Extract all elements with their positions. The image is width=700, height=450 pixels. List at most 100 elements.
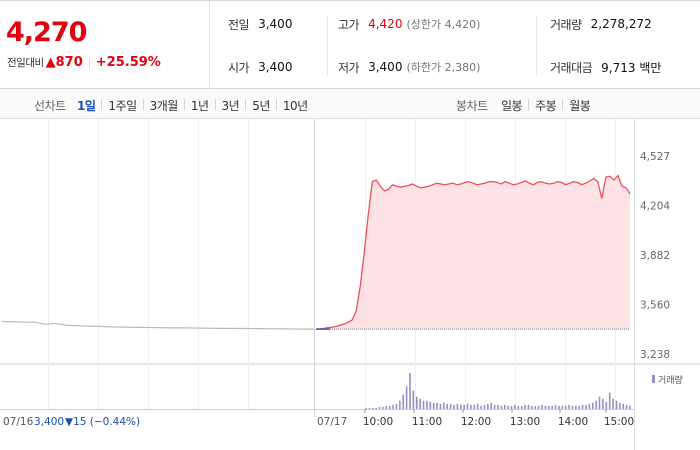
- x-tick-label: 11:00: [412, 416, 442, 428]
- volume-bar: [564, 405, 567, 409]
- volume-bar: [517, 405, 520, 409]
- volume-bar: [490, 402, 493, 409]
- volume-bar: [514, 404, 516, 409]
- candle-tab-1[interactable]: 주봉: [535, 99, 557, 113]
- high-value: 4,420: [368, 17, 403, 31]
- x-tick-label: 12:00: [461, 416, 491, 428]
- period-tab-1[interactable]: 1주일: [108, 99, 137, 113]
- volume-cell: 거래량 2,278,272: [550, 16, 652, 32]
- period-tab-6[interactable]: 10년: [282, 99, 308, 113]
- period-tab-4[interactable]: 3년: [221, 99, 240, 113]
- amount-label: 거래대금: [550, 60, 593, 75]
- volume-bar: [537, 405, 540, 409]
- volume-bar: [588, 403, 591, 409]
- volume-bar: [534, 405, 537, 409]
- divider: [101, 99, 103, 110]
- chart-toolbar: 선차트 1일 1주일 3개월 1년 3년 5년 10년 봉차트 일봉 주봉 월봉: [0, 89, 700, 119]
- volume-bar: [571, 405, 574, 409]
- volume-bar: [432, 402, 435, 409]
- volume-bar: [608, 392, 611, 409]
- high-cell: 고가 4,420 (상한가 4,420): [338, 16, 480, 32]
- volume-bar: [422, 400, 425, 409]
- volume-bar: [466, 403, 469, 409]
- volume-bar: [497, 404, 499, 409]
- volume-bar: [629, 405, 631, 409]
- volume-legend-label: 거래량: [658, 374, 683, 386]
- amount-cell: 거래대금 9,713 백만: [550, 59, 661, 75]
- volume-value: 2,278,272: [590, 17, 652, 31]
- volume-bar: [602, 398, 604, 409]
- period-tab-0[interactable]: 1일: [77, 99, 96, 113]
- period-tab-5[interactable]: 5년: [252, 99, 270, 113]
- volume-bar: [487, 403, 489, 409]
- volume-legend-swatch: [652, 375, 655, 383]
- volume-bar: [500, 405, 503, 409]
- divider: [214, 99, 216, 110]
- candle-chart-label: 봉차트: [456, 99, 488, 113]
- volume-label: 거래량: [550, 17, 582, 32]
- x-tick-label: 15:00: [604, 416, 634, 428]
- amount-value: 9,713 백만: [601, 60, 662, 75]
- low-value: 3,400: [368, 60, 403, 74]
- period-tab-2[interactable]: 3개월: [149, 99, 179, 113]
- volume-bar: [544, 405, 547, 409]
- volume-bar: [622, 403, 625, 409]
- volume-bar: [399, 400, 401, 409]
- volume-bar: [520, 405, 523, 409]
- divider: [536, 15, 537, 75]
- change-label: 전일대비: [7, 57, 44, 69]
- prev-close-cell: 전일 3,400: [228, 16, 292, 32]
- volume-bar: [507, 405, 509, 409]
- volume-bar: [591, 402, 594, 409]
- volume-bar: [558, 405, 560, 409]
- volume-bar: [531, 405, 533, 409]
- volume-bar: [554, 404, 557, 409]
- volume-bar: [575, 405, 577, 409]
- prev-day-line: [1, 320, 314, 330]
- volume-bar: [463, 404, 465, 409]
- volume-bar: [585, 404, 587, 409]
- volume-bar: [619, 402, 621, 409]
- volume-bar: [378, 406, 381, 409]
- volume-bar: [493, 404, 496, 409]
- volume-bar: [547, 405, 550, 409]
- volume-bar: [388, 405, 391, 409]
- volume-bar: [409, 373, 411, 409]
- volume-bar: [419, 398, 421, 409]
- price-chart: 4,527 4,204 3,882 3,560 3,238 거래량 07/16 3,400 ▼1…: [0, 119, 700, 450]
- divider: [327, 15, 328, 75]
- today-date: 07/17: [317, 416, 347, 428]
- prev-day-date: 07/16: [3, 416, 34, 428]
- volume-bar: [524, 404, 526, 409]
- current-price: 4,270: [6, 17, 87, 48]
- prev-close-value: 3,400: [258, 17, 293, 31]
- y-tick-label: 3,238: [640, 349, 670, 361]
- low-label: 저가: [338, 60, 360, 75]
- volume-bar: [371, 407, 374, 409]
- today-area: [316, 175, 630, 330]
- change-value: 870: [55, 55, 83, 70]
- open-label: 시가: [228, 60, 250, 75]
- x-tick-label: 13:00: [510, 416, 540, 428]
- volume-bar: [405, 386, 408, 409]
- candle-tab-2[interactable]: 월봉: [569, 99, 591, 113]
- divider: [562, 99, 564, 110]
- divider: [142, 99, 144, 110]
- candle-tab-0[interactable]: 일봉: [501, 99, 523, 113]
- price-box: 4,270 전일대비 ▲ 870 +25.59%: [0, 1, 210, 89]
- volume-bar: [385, 405, 388, 409]
- period-tab-3[interactable]: 1년: [190, 99, 209, 113]
- volume-bar: [483, 404, 486, 409]
- volume-bar: [439, 403, 442, 409]
- change-row: 전일대비 ▲ 870 +25.59%: [7, 55, 161, 70]
- volume-bar: [402, 394, 405, 409]
- volume-bar: [436, 402, 438, 409]
- quote-summary: 4,270 전일대비 ▲ 870 +25.59% 전일 3,400 시가 3,4…: [0, 0, 700, 89]
- volume-bar: [568, 404, 570, 409]
- prev-day-close: 3,400: [34, 416, 64, 428]
- volume-bar: [595, 400, 597, 409]
- volume-bar: [581, 404, 584, 409]
- open-value: 3,400: [258, 60, 293, 74]
- volume-bar: [412, 390, 415, 409]
- open-cell: 시가 3,400: [228, 59, 292, 75]
